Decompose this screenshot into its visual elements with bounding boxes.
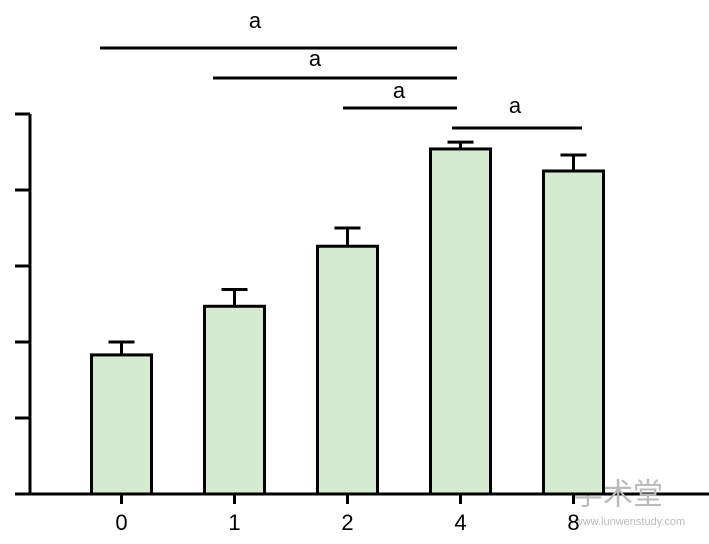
significance-label: a [249,8,262,33]
bar [203,304,266,496]
bar [90,353,153,496]
watermark-url: www.lunwenstudy.com [574,516,685,528]
x-tick-label: 4 [454,510,466,535]
x-tick-label: 1 [228,510,240,535]
x-tick-label: 2 [341,510,353,535]
x-tick-label: 0 [115,510,127,535]
significance-label: a [509,93,522,118]
significance-label: a [309,46,322,71]
significance-label: a [393,78,406,103]
bar [316,244,379,496]
x-tick-label: 8 [567,510,579,535]
bar [542,169,605,496]
bar [429,147,492,496]
